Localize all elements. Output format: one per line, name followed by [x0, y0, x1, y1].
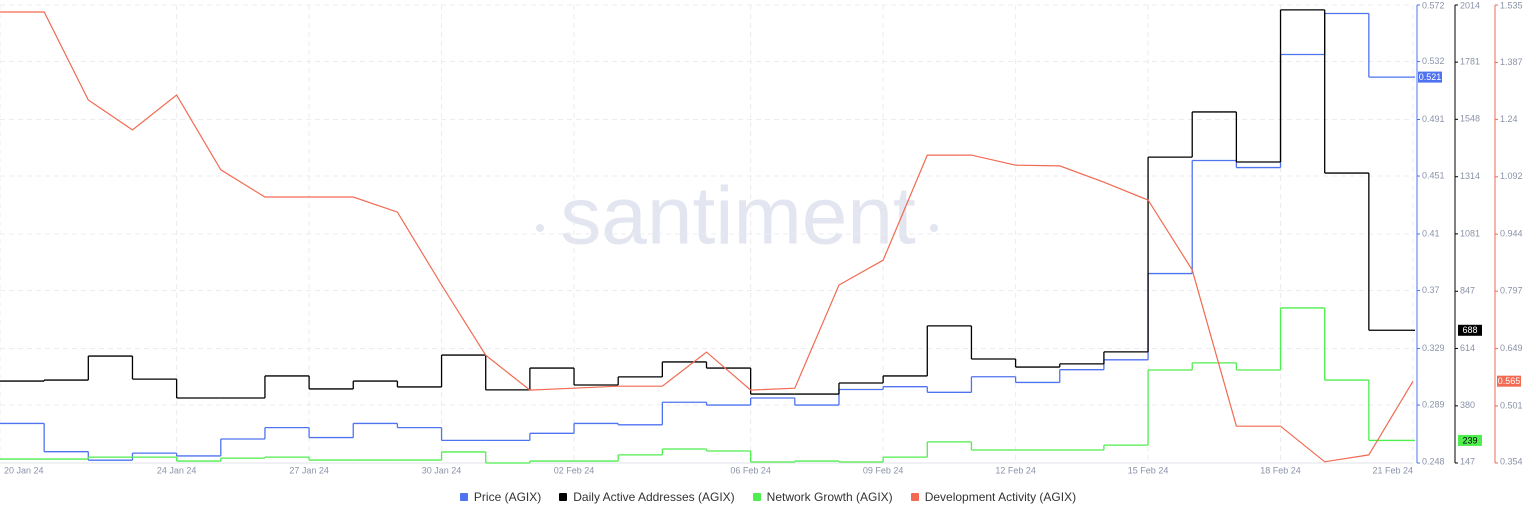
- watermark-dot: [536, 224, 544, 232]
- y-tick-label: 380: [1460, 400, 1475, 410]
- y-tick-label: 0.572: [1422, 0, 1445, 10]
- grid: [0, 4, 1414, 464]
- x-tick-label: 09 Feb 24: [863, 465, 904, 475]
- y-tick-label: 1.092: [1500, 171, 1523, 181]
- y-tick-label: 1.387: [1500, 57, 1523, 67]
- y-tick-label: 614: [1460, 343, 1475, 353]
- legend-item[interactable]: Development Activity (AGIX): [910, 490, 1077, 504]
- y-tick-label: 0.329: [1422, 343, 1445, 353]
- legend-item[interactable]: Network Growth (AGIX): [752, 490, 893, 504]
- legend-label: Development Activity (AGIX): [924, 490, 1077, 504]
- y-tick-label: 0.451: [1422, 170, 1445, 180]
- value-tag-label: 0.521: [1419, 72, 1442, 82]
- x-tick-label: 30 Jan 24: [422, 465, 462, 475]
- y-tick-label: 1081: [1460, 228, 1480, 238]
- value-tag: [1458, 434, 1482, 446]
- y-tick-label: 2014: [1460, 0, 1480, 10]
- legend-label: Daily Active Addresses (AGIX): [573, 490, 735, 504]
- x-tick-label: 21 Feb 24: [1372, 465, 1413, 475]
- y-tick-label: 0.649: [1500, 343, 1523, 353]
- y-tick-label: 0.37: [1422, 285, 1440, 295]
- y-tick-label: 1314: [1460, 171, 1480, 181]
- watermark-text: santiment: [560, 171, 916, 262]
- legend-label: Network Growth (AGIX): [766, 490, 893, 504]
- series: 239: [0, 307, 1482, 464]
- y-tick-label: 1.24: [1500, 114, 1518, 124]
- legend-swatch: [752, 493, 761, 501]
- y-tick-label: 847: [1460, 286, 1475, 296]
- legend-item[interactable]: Daily Active Addresses (AGIX): [559, 490, 735, 504]
- series: 688: [0, 9, 1482, 399]
- x-tick-label: 20 Jan 24: [4, 465, 44, 475]
- watermark: santiment: [536, 171, 938, 262]
- value-tag: [1418, 71, 1442, 83]
- chart: santiment 20 Jan 24 24 Jan 24 27 Jan 24 30 …: [0, 0, 1523, 475]
- x-tick-label: 27 Jan 24: [289, 465, 329, 475]
- value-tag-label: 688: [1462, 325, 1477, 335]
- y-tick-label: 0.532: [1422, 56, 1445, 66]
- value-tag-label: 239: [1462, 435, 1477, 445]
- legend: Price (AGIX) Daily Active Addresses (AGIX…: [0, 490, 1536, 504]
- legend-swatch: [459, 493, 468, 501]
- y-tick-label: 0.944: [1500, 229, 1523, 239]
- y-tick-label: 1548: [1460, 114, 1480, 124]
- legend-swatch: [559, 493, 568, 501]
- legend-swatch: [910, 493, 919, 501]
- y-tick-label: 0.354: [1500, 456, 1523, 466]
- y-tick-label: 1781: [1460, 57, 1480, 67]
- y-tick-label: 0.797: [1500, 286, 1523, 296]
- y-tick-label: 0.501: [1500, 400, 1523, 410]
- line: [0, 11, 1414, 463]
- x-tick-label: 24 Jan 24: [157, 465, 197, 475]
- y-tick-label: 0.248: [1422, 456, 1445, 466]
- y-tick-label: 0.491: [1422, 114, 1445, 124]
- legend-item[interactable]: Price (AGIX): [459, 490, 542, 504]
- value-tag: [1497, 375, 1521, 387]
- x-tick-label: 18 Feb 24: [1260, 465, 1301, 475]
- y-tick-label: 1.535: [1500, 0, 1523, 10]
- x-tick-label: 12 Feb 24: [995, 465, 1036, 475]
- y-tick-label: 0.289: [1422, 399, 1445, 409]
- series: 0.565: [0, 11, 1521, 463]
- watermark-dot: [930, 224, 938, 232]
- legend-label: Price (AGIX): [473, 490, 542, 504]
- x-tick-label: 02 Feb 24: [554, 465, 595, 475]
- y-tick-label: 0.41: [1422, 228, 1440, 238]
- value-tag: [1458, 324, 1482, 336]
- x-tick-label: 15 Feb 24: [1128, 465, 1169, 475]
- value-tag-label: 0.565: [1498, 376, 1521, 386]
- y-tick-label: 147: [1460, 456, 1475, 466]
- x-tick-label: 06 Feb 24: [730, 465, 771, 475]
